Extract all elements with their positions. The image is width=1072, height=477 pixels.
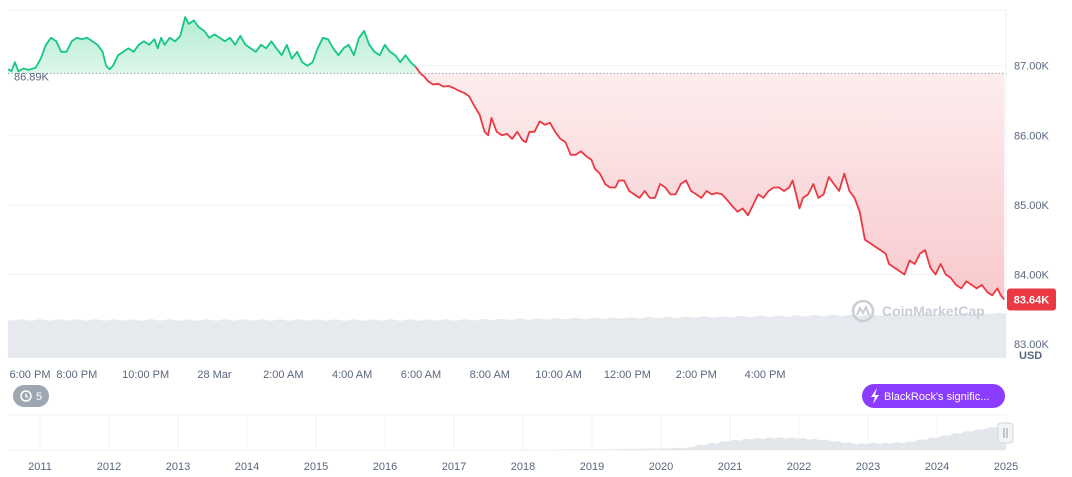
navigator-handle-bg	[997, 422, 1014, 444]
range-navigator[interactable]	[8, 414, 1007, 451]
y-tick-label: 83.00K	[1014, 339, 1050, 351]
y-tick-label: 87.00K	[1014, 61, 1050, 73]
navigator-year-label: 2012	[97, 461, 121, 473]
navigator-year-label: 2025	[994, 461, 1018, 473]
y-tick-label: 84.00K	[1014, 269, 1050, 281]
x-tick-label: 8:00 PM	[56, 369, 97, 381]
watermark: CoinMarketCap	[851, 299, 985, 323]
navigator-year-label: 2013	[166, 461, 190, 473]
navigator-year-label: 2018	[511, 461, 535, 473]
down-line	[415, 66, 1005, 301]
navigator-year-label: 2023	[856, 461, 880, 473]
baseline-value: 86.89K	[14, 71, 50, 83]
current-price-badge: 83.64K	[1007, 288, 1056, 311]
navigator-year-label: 2019	[580, 461, 604, 473]
news-pill-label: BlackRock's signific...	[884, 391, 989, 403]
x-tick-label: 2:00 AM	[263, 369, 303, 381]
x-axis: 6:00 PM 8:00 PM 10:00 PM 28 Mar 2:00 AM 4:00 …	[10, 369, 786, 381]
volume-area	[8, 312, 1006, 358]
current-price-bg	[1007, 288, 1056, 311]
volume-bars	[8, 312, 1006, 358]
x-tick-label: 2:00 PM	[676, 369, 717, 381]
history-icon	[20, 390, 32, 402]
price-series	[8, 16, 1005, 301]
lightning-icon	[871, 388, 879, 404]
navigator-year-label: 2011	[28, 461, 52, 473]
navigator-handle[interactable]	[997, 422, 1014, 444]
y-axis: 87.00K 86.00K 85.00K 84.00K 83.00K	[1014, 61, 1050, 351]
navigator-year-label: 2024	[925, 461, 949, 473]
news-pill-bg	[862, 384, 1005, 408]
x-tick-label: 6:00 PM	[10, 369, 51, 381]
navigator-history-area	[8, 425, 1006, 450]
current-price-value: 83.64K	[1014, 295, 1050, 307]
navigator-year-label: 2021	[718, 461, 742, 473]
navigator-year-label: 2017	[442, 461, 466, 473]
y-tick-label: 86.00K	[1014, 130, 1050, 142]
navigator-year-label: 2015	[304, 461, 328, 473]
down-area	[415, 67, 1005, 300]
navigator-year-label: 2020	[649, 461, 673, 473]
x-tick-label: 4:00 PM	[745, 369, 786, 381]
x-tick-label: 10:00 PM	[122, 369, 169, 381]
navigator-year-label: 2022	[787, 461, 811, 473]
up-line	[8, 16, 417, 73]
news-pill[interactable]: BlackRock's signific...	[862, 384, 1005, 408]
navigator-year-label: 2014	[235, 461, 259, 473]
navigator-year-label: 2016	[373, 461, 397, 473]
navigator-years: 2011 2012 2013 2014 2015 2016 2017 2018 2019 2020…	[28, 461, 1018, 473]
history-button[interactable]: 5	[13, 385, 49, 407]
currency-label: USD	[1019, 350, 1042, 362]
x-tick-label: 12:00 PM	[604, 369, 651, 381]
baseline-label: 86.89K	[14, 71, 50, 83]
x-tick-label: 28 Mar	[197, 369, 232, 381]
x-tick-label: 6:00 AM	[401, 369, 441, 381]
watermark-text: CoinMarketCap	[882, 303, 985, 319]
y-tick-label: 85.00K	[1014, 200, 1050, 212]
x-tick-label: 10:00 AM	[535, 369, 581, 381]
x-tick-label: 4:00 AM	[332, 369, 372, 381]
history-count: 5	[36, 391, 42, 403]
x-tick-label: 8:00 AM	[470, 369, 510, 381]
coinmarketcap-logo-icon	[851, 299, 875, 323]
